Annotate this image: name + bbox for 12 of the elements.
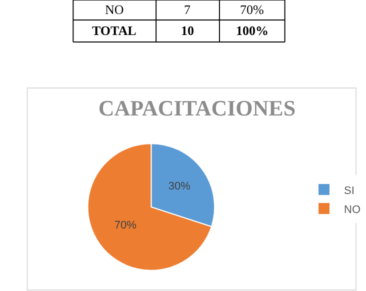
legend-label: NO (344, 204, 361, 216)
text: 100% (236, 23, 268, 38)
text: 7 (184, 2, 191, 17)
legend-label: SI (344, 184, 354, 197)
chart-title: CAPACITACIONES (98, 96, 296, 121)
text: NO (105, 2, 124, 17)
data-label: 30% (168, 180, 191, 192)
text: 10 (181, 23, 194, 38)
text: TOTAL (92, 23, 137, 38)
data-label: 70% (114, 220, 137, 232)
text: 70% (240, 2, 264, 17)
pie-slice (87, 143, 212, 271)
